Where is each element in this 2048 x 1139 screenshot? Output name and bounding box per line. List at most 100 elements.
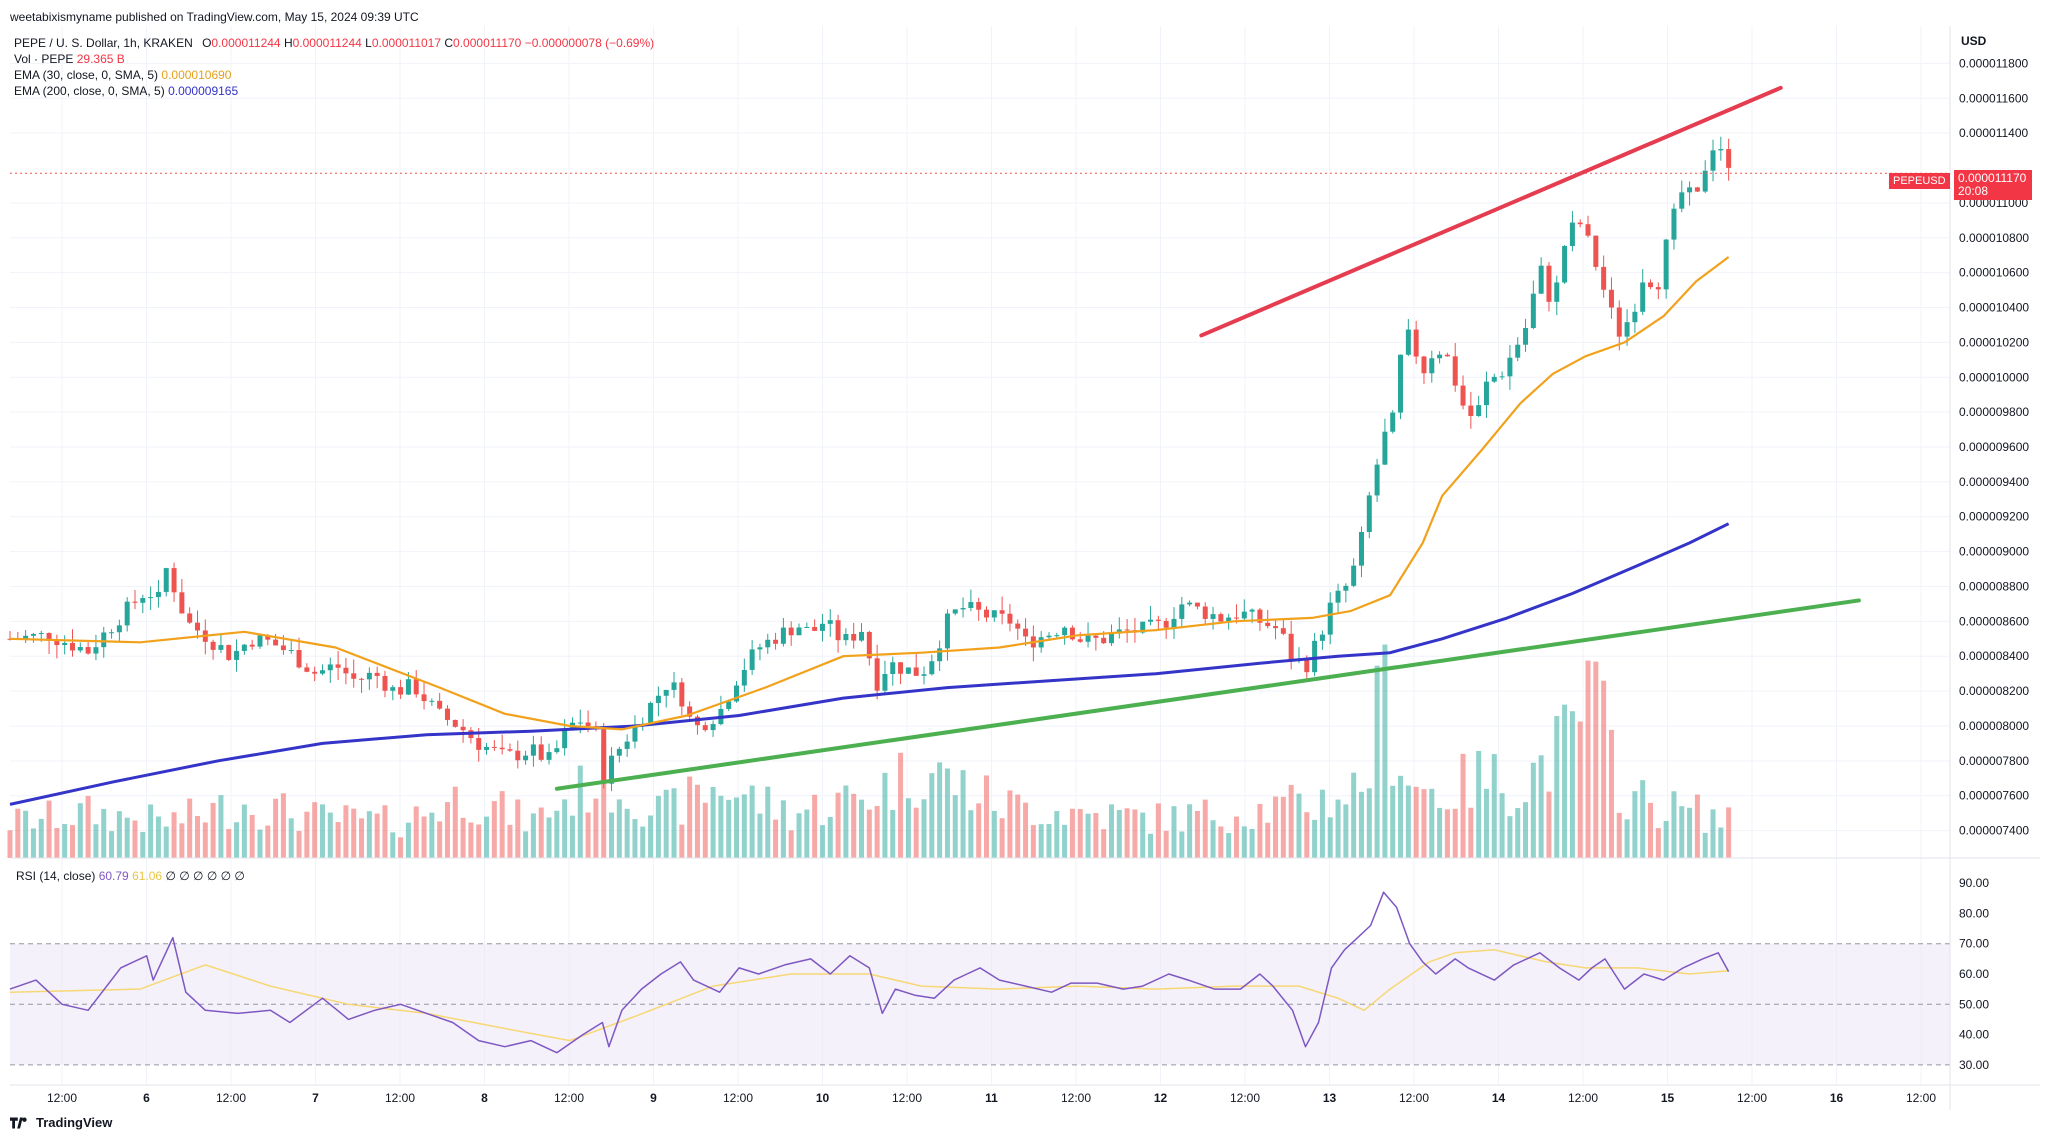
volume-bar — [632, 819, 638, 858]
candle-body — [1304, 660, 1310, 673]
candle-body — [1257, 609, 1263, 623]
candle-body — [1679, 192, 1685, 209]
volume-bar — [319, 804, 325, 858]
ema30-legend: EMA (30, close, 0, SMA, 5) 0.000010690 — [14, 68, 231, 82]
candle-body — [1554, 282, 1560, 302]
volume-bar — [1171, 806, 1177, 858]
volume-bar — [1148, 833, 1154, 858]
candle-body — [835, 620, 841, 641]
volume-bar — [1444, 809, 1450, 858]
ema30-label[interactable]: EMA (30, close, 0, SMA, 5) — [14, 68, 159, 82]
rsi-tick-label: 50.00 — [1959, 997, 1989, 1011]
volume-bar — [460, 817, 466, 858]
candle-body — [1155, 619, 1161, 621]
candle-body — [819, 623, 825, 631]
candle-body — [1148, 619, 1154, 622]
time-tick-label: 12:00 — [385, 1091, 415, 1105]
candle-body — [1249, 609, 1255, 612]
time-tick-label: 12:00 — [1230, 1091, 1260, 1105]
candle-body — [194, 622, 200, 631]
volume-bar — [921, 799, 927, 858]
volume-bar — [1374, 665, 1380, 858]
time-tick-label: 10 — [816, 1091, 830, 1105]
candle-body — [749, 649, 755, 670]
candle-body — [1538, 265, 1544, 294]
candle-body — [241, 644, 247, 651]
candle-body — [1101, 637, 1107, 644]
volume-bar — [273, 798, 279, 858]
candle-body — [429, 700, 435, 702]
price-tick-label: 0.000009400 — [1959, 475, 2029, 489]
volume-bar — [944, 768, 950, 858]
volume-bar — [1507, 816, 1513, 858]
tradingview-brand[interactable]: TradingView — [10, 1115, 112, 1130]
candle-body — [499, 747, 505, 750]
candle-body — [374, 672, 380, 676]
volume-bar — [429, 812, 435, 858]
volume-bar — [1218, 826, 1224, 858]
candle-body — [1663, 239, 1669, 290]
symbol-title[interactable]: PEPE / U. S. Dollar, 1h, KRAKEN — [14, 36, 193, 50]
rsi-tick-label: 80.00 — [1959, 906, 1989, 920]
volume-bar — [1702, 832, 1708, 858]
candle-body — [1038, 637, 1044, 648]
volume-bar — [1608, 729, 1614, 858]
candle-body — [812, 627, 818, 631]
ema200-value: 0.000009165 — [168, 84, 239, 98]
ohlc-h-label: H — [283, 36, 293, 50]
candle-body — [132, 601, 138, 603]
candle-body — [757, 647, 763, 650]
volume-bar — [663, 789, 669, 858]
bar-countdown: 20:08 — [1958, 184, 1989, 198]
candle-body — [1562, 245, 1568, 283]
candle-body — [1241, 611, 1247, 619]
candle-body — [1483, 381, 1489, 406]
volume-bar — [1569, 711, 1575, 858]
candle-body — [421, 694, 427, 702]
rsi-label[interactable]: RSI (14, close) — [16, 869, 96, 883]
candle-body — [671, 682, 677, 690]
time-tick-label: 12:00 — [554, 1091, 584, 1105]
volume-bar — [718, 795, 724, 858]
volume-bar — [491, 801, 497, 858]
candle-body — [1726, 149, 1732, 168]
volume-bar — [1062, 824, 1068, 858]
volume-bar — [866, 809, 872, 858]
candle-body — [1608, 289, 1614, 308]
rsi-fill-band — [10, 943, 1950, 1065]
candle-body — [515, 750, 521, 761]
volume-bar — [999, 818, 1005, 858]
volume-bar — [38, 818, 44, 858]
volume-bar — [601, 743, 607, 858]
volume-bar — [609, 812, 615, 858]
time-tick-label: 12:00 — [1399, 1091, 1429, 1105]
price-tick-label: 0.000011400 — [1959, 126, 2029, 140]
volume-bar — [1460, 753, 1466, 858]
currency-label[interactable]: USD — [1961, 34, 1987, 48]
volume-bar — [499, 791, 505, 858]
price-tick-label: 0.000011800 — [1959, 56, 2029, 70]
rsi-tick-label: 90.00 — [1959, 876, 1989, 890]
ema200-label[interactable]: EMA (200, close, 0, SMA, 5) — [14, 84, 165, 98]
candle-body — [398, 687, 404, 695]
candle-body — [648, 702, 654, 725]
candle-body — [1476, 405, 1482, 417]
candle-body — [319, 670, 325, 674]
candle-body — [1374, 464, 1380, 496]
candle-body — [1343, 585, 1349, 591]
price-tick-label: 0.000008600 — [1959, 614, 2029, 628]
volume-bar — [101, 808, 107, 858]
volume-label[interactable]: Vol · PEPE — [14, 52, 74, 66]
candle-body — [1179, 604, 1185, 619]
rsi-ma-line — [9, 949, 1729, 1042]
volume-bar — [874, 805, 880, 858]
candle-body — [1655, 287, 1661, 290]
volume-bar — [890, 809, 896, 858]
price-tick-label: 0.000007800 — [1959, 754, 2029, 768]
candle-body — [101, 632, 107, 648]
candle-body — [437, 700, 443, 709]
volume-bar — [452, 786, 458, 858]
volume-bar — [304, 811, 310, 858]
candle-body — [1054, 635, 1060, 637]
